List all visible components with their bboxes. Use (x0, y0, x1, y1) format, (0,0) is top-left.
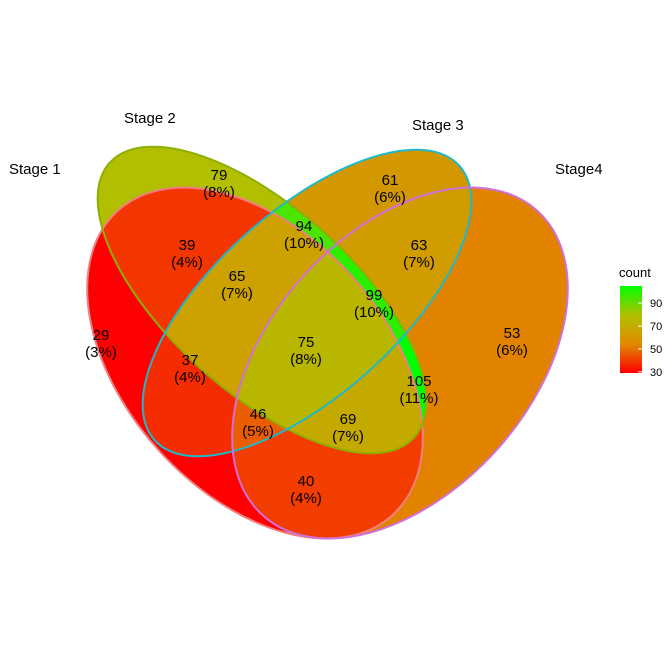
region-count-label: 75 (298, 334, 315, 351)
set-outline-stage4 (231, 186, 569, 540)
set-label-stage4: Stage4 (555, 161, 603, 178)
legend-tick-label: 50 (650, 344, 662, 356)
region-percent-label: (7%) (403, 254, 435, 271)
region-percent-label: (11%) (400, 390, 439, 407)
set-outline-stage2 (96, 145, 428, 455)
region-percent-label: (6%) (496, 342, 528, 359)
region-count-label: 37 (182, 352, 199, 369)
region-percent-label: (8%) (203, 184, 235, 201)
region-percent-label: (10%) (354, 304, 394, 321)
region-count-label: 99 (366, 287, 383, 304)
region-percent-label: (7%) (332, 428, 364, 445)
venn-set-outlines (86, 145, 569, 540)
legend-colorbar (620, 286, 642, 373)
region-percent-label: (4%) (290, 490, 322, 507)
region-count-label: 105 (406, 373, 431, 390)
legend-title: count (619, 265, 651, 280)
legend-tick-label: 30 (650, 367, 662, 379)
region-count-label: 65 (229, 268, 246, 285)
set-label-stage1: Stage 1 (9, 161, 61, 178)
region-count-label: 46 (250, 406, 267, 423)
legend-ticks: 30 50 70 90 (638, 298, 662, 379)
region-count-label: 61 (382, 172, 399, 189)
region-percent-label: (7%) (221, 285, 253, 302)
region-percent-label: (8%) (290, 351, 322, 368)
set-label-stage2: Stage 2 (124, 110, 176, 127)
set-label-stage3: Stage 3 (412, 117, 464, 134)
legend-tick-label: 90 (650, 298, 662, 310)
venn-region-labels: 29(3%)79(8%)61(6%)53(6%)39(4%)94(10%) 63(… (85, 167, 528, 507)
region-count-label: 39 (179, 237, 196, 254)
region-percent-label: (6%) (374, 189, 406, 206)
region-percent-label: (4%) (174, 369, 206, 386)
set-outline-stage1 (86, 186, 424, 540)
region-percent-label: (3%) (85, 344, 117, 361)
color-legend: count 30 50 70 90 (619, 265, 662, 379)
region-percent-label: (5%) (242, 423, 274, 440)
region-percent-label: (4%) (171, 254, 203, 271)
region-count-label: 53 (504, 325, 521, 342)
region-count-label: 79 (211, 167, 228, 184)
legend-tick-label: 70 (650, 321, 662, 333)
set-outline-stage3 (141, 148, 473, 458)
region-count-label: 94 (296, 218, 313, 235)
region-count-label: 29 (93, 327, 110, 344)
region-count-label: 40 (298, 473, 315, 490)
region-percent-label: (10%) (284, 235, 324, 252)
region-count-label: 69 (340, 411, 357, 428)
region-count-label: 63 (411, 237, 428, 254)
